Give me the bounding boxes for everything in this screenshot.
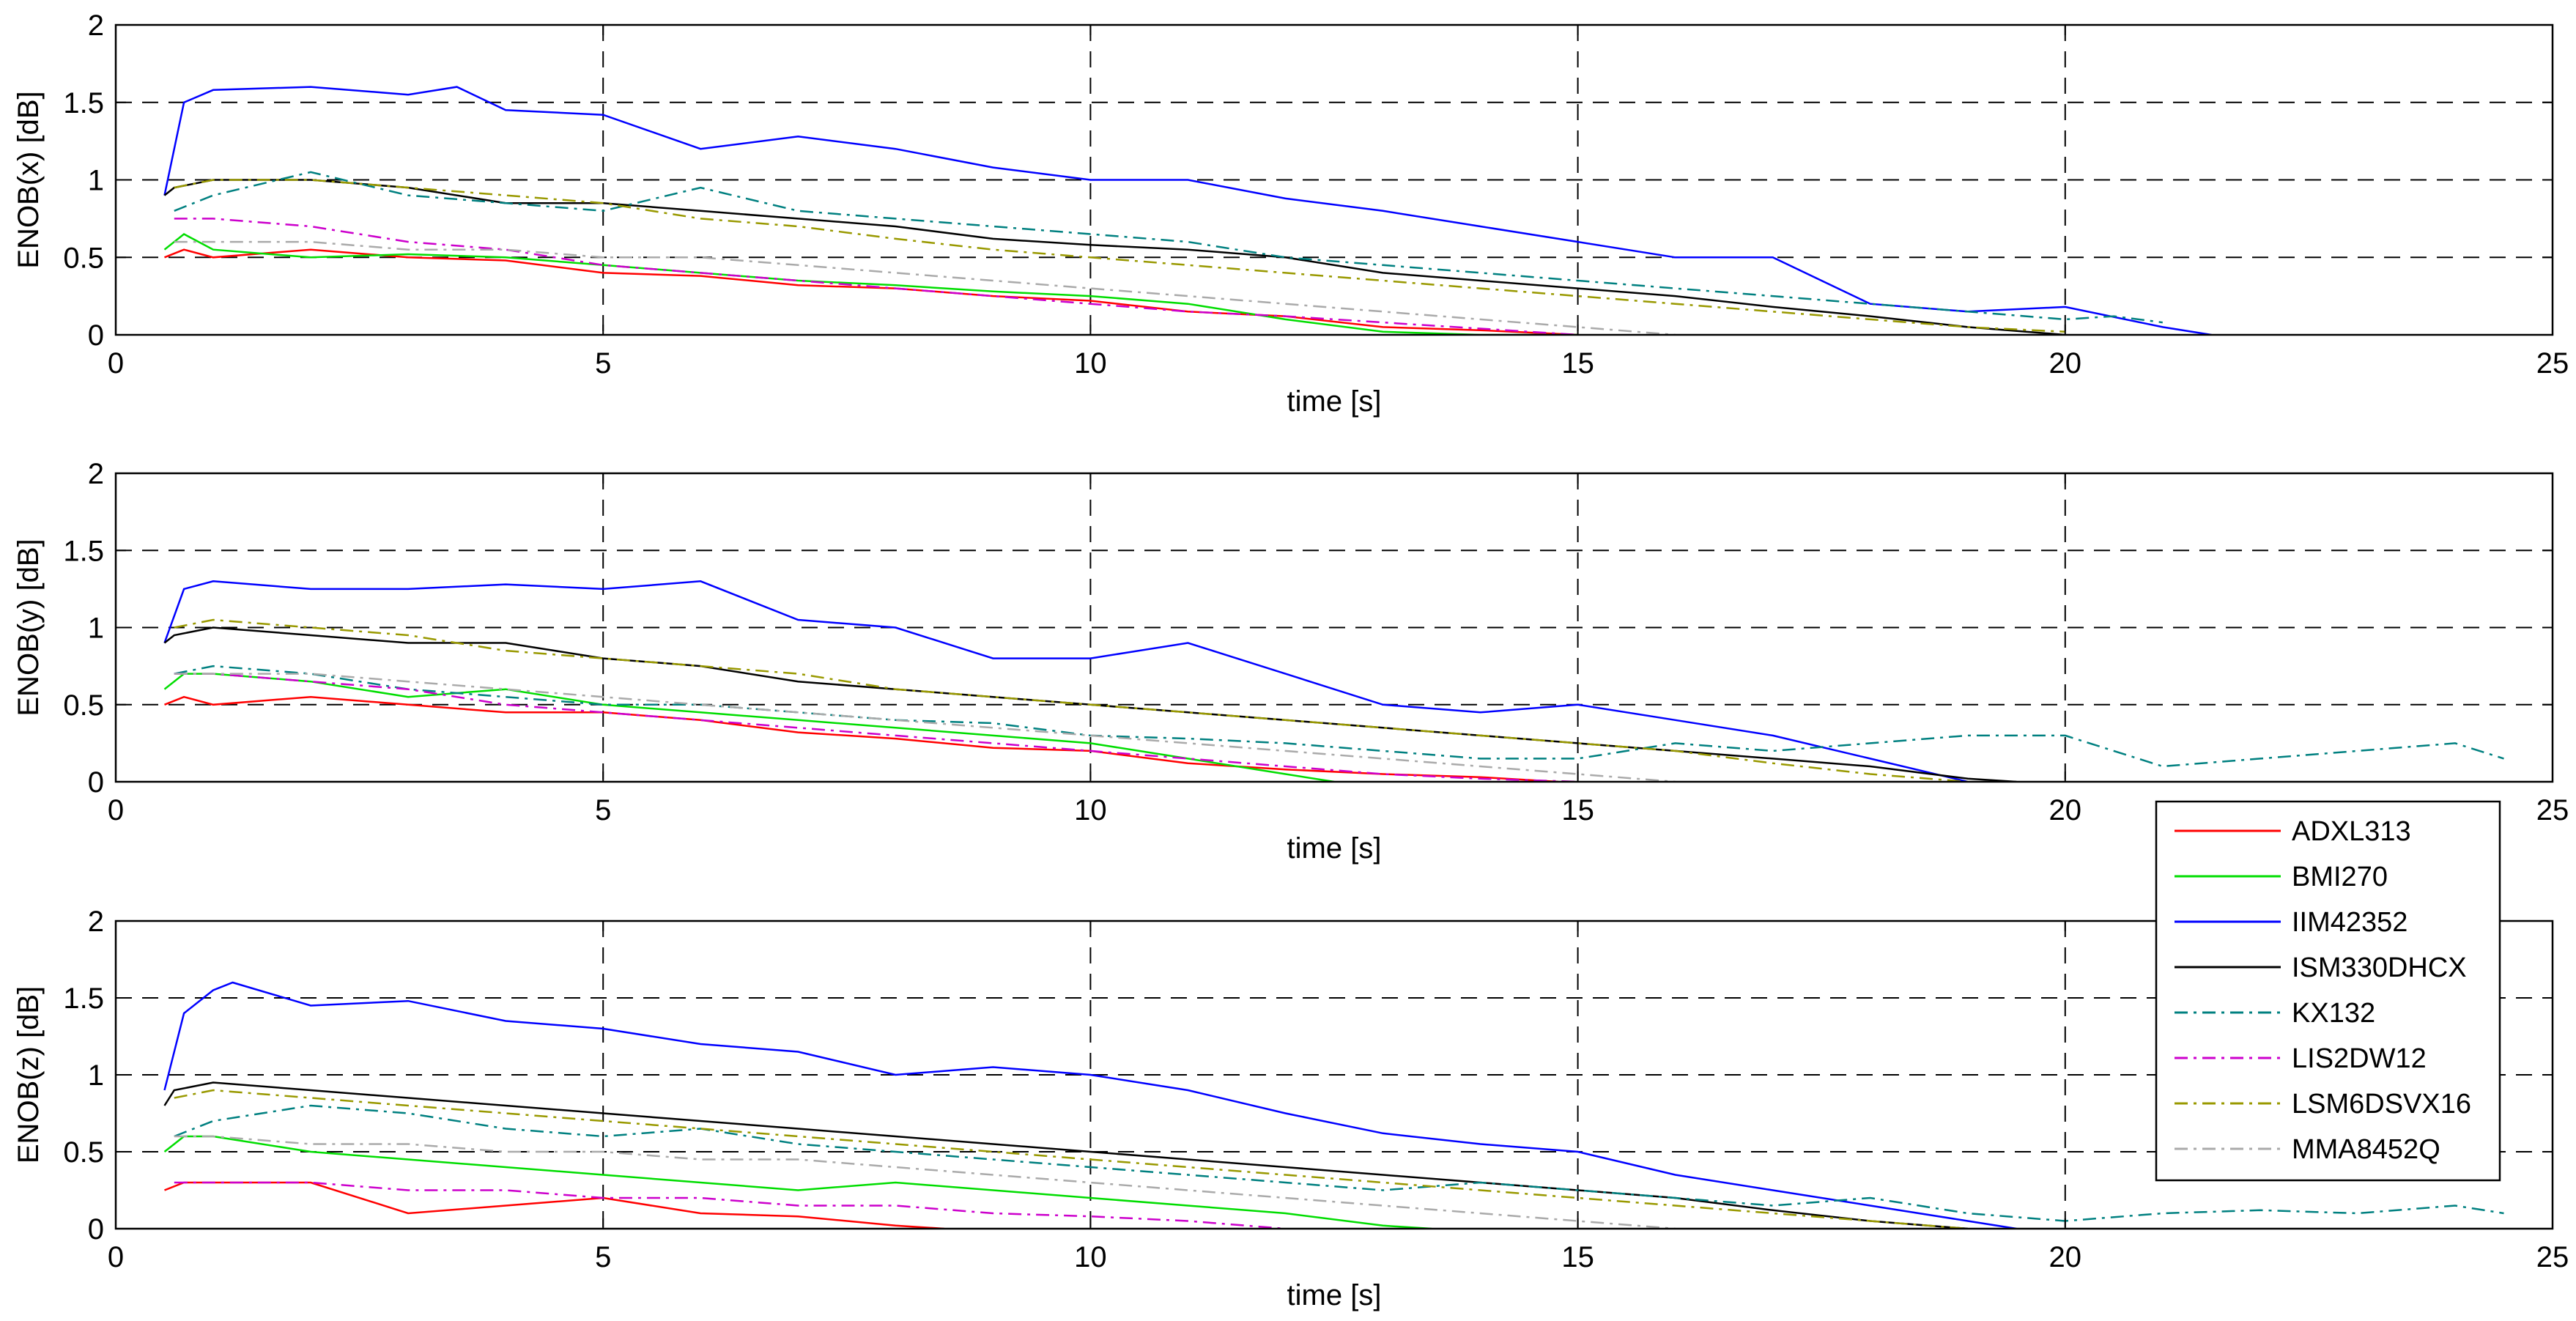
series-line-lis2dw12	[174, 1181, 1286, 1229]
x-tick-label: 5	[595, 1241, 611, 1273]
series-line-adxl313	[164, 1181, 944, 1229]
x-tick-label: 20	[2049, 347, 2082, 380]
legend-label-adxl313: ADXL313	[2292, 816, 2411, 847]
x-tick-label: 0	[108, 1241, 124, 1273]
y-tick-label: 0.5	[63, 242, 104, 274]
series-line-bmi270	[163, 673, 1335, 782]
legend-label-lis2dw12: LIS2DW12	[2292, 1043, 2427, 1074]
x-tick-label: 10	[1074, 347, 1107, 380]
x-tick-label: 15	[1561, 1241, 1594, 1273]
legend: ADXL313 BMI270 IIM42352 ISM330DHCX KX132 LIS2…	[2155, 800, 2501, 1182]
y-tick-label: 1	[88, 613, 104, 645]
y-tick-label: 1.5	[63, 535, 104, 567]
x-tick-label: 20	[2049, 1241, 2082, 1273]
series-line-kx132	[174, 1104, 2504, 1222]
y-axis-label: ENOB(x) [dB]	[12, 91, 45, 268]
legend-label-kx132: KX132	[2292, 998, 2375, 1029]
axes-panel-1: 0 5 10 15 20 25 0 0.5 1 1.5 2 time [s] ENOB(x) [dB]	[12, 10, 2569, 418]
series-line-lis2dw12	[174, 218, 1578, 335]
legend-label-lsm6dsvx16: LSM6DSVX16	[2292, 1089, 2471, 1120]
legend-box	[2155, 800, 2501, 1182]
y-tick-label: 1	[88, 165, 104, 197]
y-tick-label: 0.5	[63, 1136, 104, 1169]
y-tick-label: 2	[88, 458, 104, 490]
legend-label-iim42352: IIM42352	[2292, 907, 2407, 938]
series-line-lis2dw12	[174, 673, 1578, 782]
x-tick-label: 15	[1561, 794, 1594, 826]
series-line-adxl313	[164, 248, 1578, 335]
x-axis-label: time [s]	[1287, 832, 1382, 865]
y-axis-label: ENOB(z) [dB]	[12, 986, 45, 1163]
x-tick-label: 25	[2536, 794, 2569, 826]
series-line-iim42352	[163, 580, 1969, 782]
y-tick-label: 1	[88, 1059, 104, 1092]
series-line-iim42352	[163, 981, 2017, 1229]
x-tick-label: 0	[108, 347, 124, 380]
y-tick-label: 1.5	[63, 983, 104, 1015]
y-tick-label: 0.5	[63, 689, 104, 722]
series-line-mma8452q	[174, 1135, 1676, 1229]
series-line-lsm6dsvx16	[174, 179, 2065, 333]
series-line-ism330dhcx	[163, 1081, 1968, 1229]
x-tick-label: 10	[1074, 794, 1107, 826]
x-tick-label: 20	[2049, 794, 2082, 826]
series-line-bmi270	[163, 1135, 1432, 1229]
y-tick-label: 0	[88, 1213, 104, 1246]
x-tick-label: 15	[1561, 347, 1594, 380]
series-line-kx132	[174, 171, 2163, 324]
x-axis-label: time [s]	[1287, 385, 1382, 418]
x-tick-label: 0	[108, 794, 124, 826]
y-tick-label: 0	[88, 766, 104, 799]
axes-panel-3: 0 5 10 15 20 25 0 0.5 1 1.5 2 time [s] ENOB(z) [dB]	[12, 906, 2569, 1311]
x-tick-label: 25	[2536, 1241, 2569, 1273]
legend-label-mma8452q: MMA8452Q	[2292, 1134, 2440, 1165]
x-tick-label: 10	[1074, 1241, 1107, 1273]
legend-label-bmi270: BMI270	[2292, 862, 2388, 892]
series-line-iim42352	[163, 86, 2212, 335]
series-line-kx132	[174, 665, 2504, 768]
y-axis-label: ENOB(y) [dB]	[12, 539, 45, 716]
axes-panel-2: 0 5 10 15 20 25 0 0.5 1 1.5 2 time [s] ENOB(y) [dB]	[12, 458, 2569, 865]
series-line-mma8452q	[174, 673, 1676, 782]
y-tick-label: 0	[88, 319, 104, 352]
series-line-lsm6dsvx16	[174, 1089, 1968, 1229]
y-tick-label: 1.5	[63, 87, 104, 119]
y-tick-label: 2	[88, 906, 104, 938]
y-tick-label: 2	[88, 10, 104, 42]
x-tick-label: 5	[595, 794, 611, 826]
x-tick-label: 25	[2536, 347, 2569, 380]
x-axis-label: time [s]	[1287, 1279, 1382, 1311]
series-line-lsm6dsvx16	[174, 618, 1968, 782]
legend-label-ism330dhcx: ISM330DHCX	[2292, 952, 2467, 983]
x-tick-label: 5	[595, 347, 611, 380]
series-line-bmi270	[163, 233, 1578, 335]
series-line-mma8452q	[174, 240, 1676, 335]
series-line-adxl313	[164, 695, 1559, 782]
